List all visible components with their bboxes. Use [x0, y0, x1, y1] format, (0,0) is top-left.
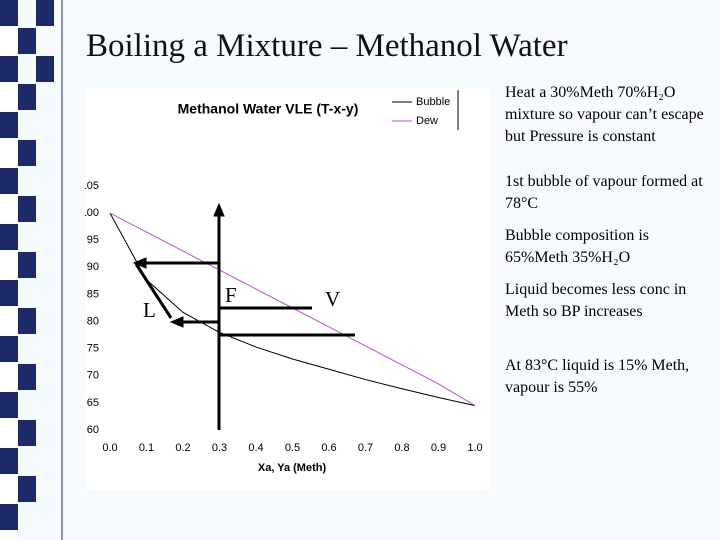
decoration — [0, 0, 63, 540]
x-axis-label: Xa, Ya (Meth) — [258, 462, 327, 474]
x-tick-label: 0.4 — [248, 442, 263, 454]
chart-area — [85, 88, 490, 490]
y-tick-label: 65 — [87, 397, 99, 409]
annotation-arrows — [132, 202, 355, 430]
slide-title: Boiling a Mixture – Methanol Water — [86, 28, 568, 64]
bullet: Heat a 30%Meth 70%H₂O mixture so vapour … — [505, 84, 704, 145]
arrow-line — [134, 263, 173, 319]
x-tick-label: 0.2 — [175, 442, 190, 454]
squares — [0, 0, 54, 530]
bullet: Liquid becomes less conc in Meth so BP i… — [505, 281, 687, 320]
y-tick-label: 100 — [85, 207, 99, 219]
bullet: Bubble composition is 65%Meth 35%H₂O — [505, 227, 649, 266]
x-tick-label: 1.0 — [467, 442, 482, 454]
arrow-head — [169, 316, 184, 328]
y-tick-label: 105 — [85, 180, 99, 192]
legend-label: Dew — [416, 115, 438, 127]
annotation: L — [143, 298, 156, 322]
chart: Methanol Water VLE (T-x-y)Xa, Ya (Meth)T… — [85, 88, 490, 490]
annotation: V — [325, 287, 340, 311]
x-tick-label: 0.5 — [285, 442, 300, 454]
legend-label: Bubble — [416, 96, 450, 108]
arrow-head — [213, 202, 225, 217]
x-tick-label: 0.7 — [358, 442, 373, 454]
y-tick-label: 90 — [87, 261, 99, 273]
y-tick-label: 95 — [87, 234, 99, 246]
y-tick-label: 60 — [87, 424, 99, 436]
x-tick-label: 0.3 — [212, 442, 227, 454]
x-tick-label: 0.8 — [394, 442, 409, 454]
chart-title: Methanol Water VLE (T-x-y) — [178, 101, 359, 117]
y-tick-label: 85 — [87, 288, 99, 300]
legend: Bubble Dew — [392, 90, 459, 130]
annotation: F — [225, 283, 237, 307]
series-line — [109, 212, 476, 407]
bullet: 1st bubble of vapour formed at 78°C — [505, 173, 703, 212]
x-tick-label: 0.6 — [321, 442, 336, 454]
bullet: At 83°C liquid is 15% Meth, vapour is 55… — [505, 357, 690, 396]
y-tick-label: 80 — [87, 315, 99, 327]
x-tick-label: 0.0 — [102, 442, 117, 454]
x-tick-label: 0.1 — [139, 442, 154, 454]
y-tick-label: 70 — [87, 370, 99, 382]
y-tick-label: 75 — [87, 343, 99, 355]
x-tick-label: 0.9 — [431, 442, 446, 454]
arrow-head — [132, 257, 147, 269]
